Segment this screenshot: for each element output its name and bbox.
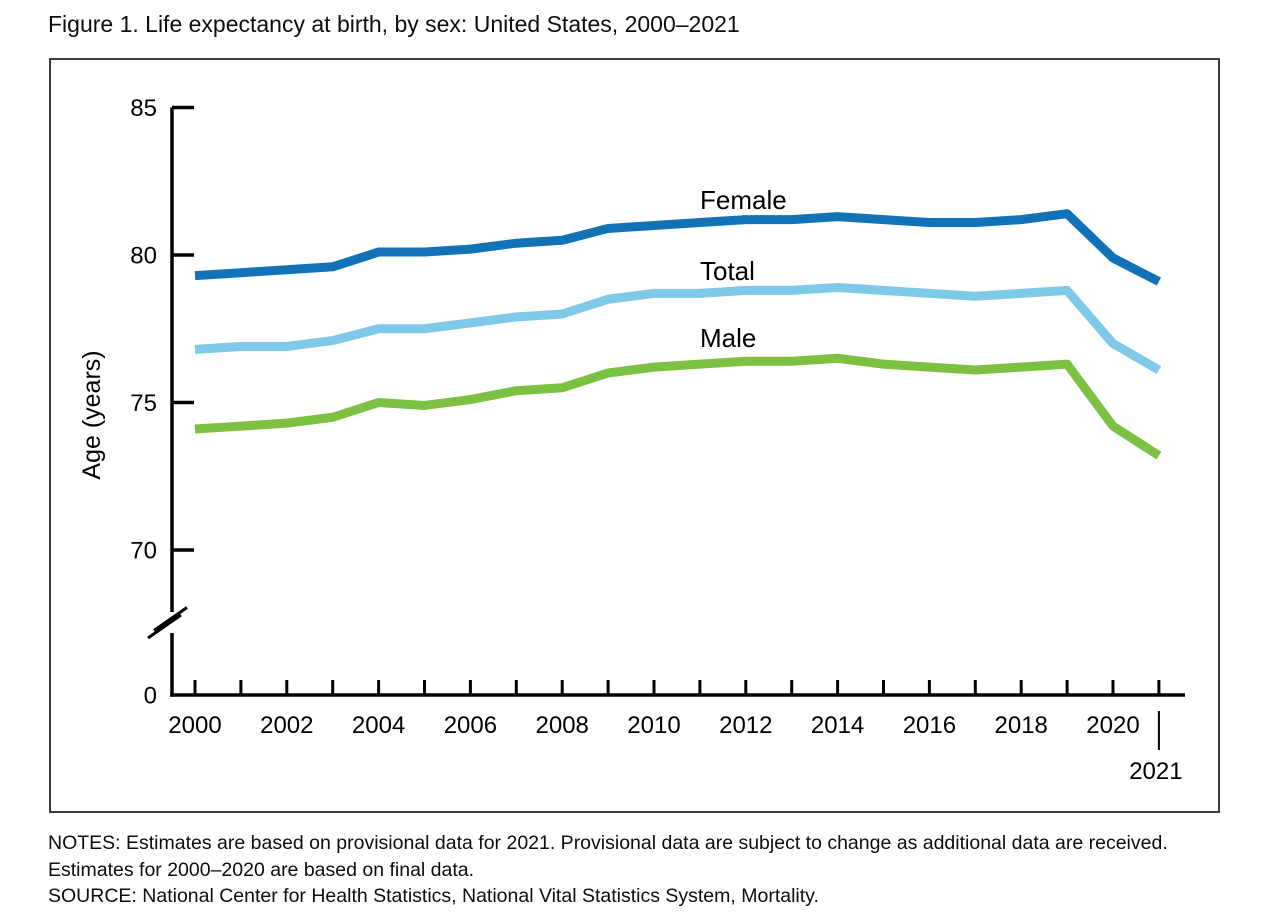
x-tick-label: 2010 [627, 712, 680, 739]
y-tick-label: 75 [130, 390, 157, 417]
series-layer [194, 209, 1162, 460]
x-tick-label: 2004 [352, 712, 405, 739]
y-axis-title: Age (years) [78, 350, 106, 479]
figure-title: Figure 1. Life expectancy at birth, by s… [48, 11, 740, 37]
axis-break-slash [153, 606, 188, 632]
x-tick-label: 2012 [719, 712, 772, 739]
x-callout-label: 2021 [1129, 758, 1182, 785]
axes-layer: 85 80 75 70 0 2000 2002 2004 2006 2008 2010 2012 201… [130, 95, 1185, 785]
y-tick-label: 80 [130, 243, 157, 270]
source-line: SOURCE: National Center for Health Stati… [48, 885, 819, 907]
series-line-male [194, 353, 1162, 460]
axis-break-slash [147, 613, 182, 640]
x-tick-label: 2006 [444, 712, 497, 739]
figure-notes: NOTES: Estimates are based on provisiona… [48, 830, 1233, 910]
x-tick-label: 2020 [1086, 712, 1139, 739]
series-line-female [194, 209, 1161, 286]
x-tick-label: 2008 [536, 712, 589, 739]
x-tick-label: 2000 [168, 712, 221, 739]
y-tick-label: 85 [130, 95, 157, 122]
chart-frame [49, 58, 1220, 813]
x-tick-label: 2016 [903, 712, 956, 739]
series-label-female: Female [700, 185, 787, 215]
y-tick-label: 70 [130, 538, 157, 565]
series-label-male: Male [700, 323, 756, 353]
y-zero-label: 0 [144, 683, 157, 710]
x-tick-label: 2002 [260, 712, 313, 739]
x-tick-label: 2018 [995, 712, 1048, 739]
notes-line-1: NOTES: Estimates are based on provisiona… [48, 832, 1168, 854]
series-line-total [194, 282, 1162, 374]
notes-line-2: Estimates for 2000–2020 are based on fin… [48, 858, 475, 881]
x-tick-label: 2014 [811, 712, 864, 739]
series-label-total: Total [700, 256, 755, 286]
